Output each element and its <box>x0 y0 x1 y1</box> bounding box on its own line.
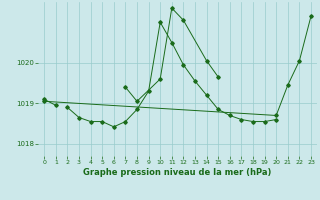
X-axis label: Graphe pression niveau de la mer (hPa): Graphe pression niveau de la mer (hPa) <box>84 168 272 177</box>
